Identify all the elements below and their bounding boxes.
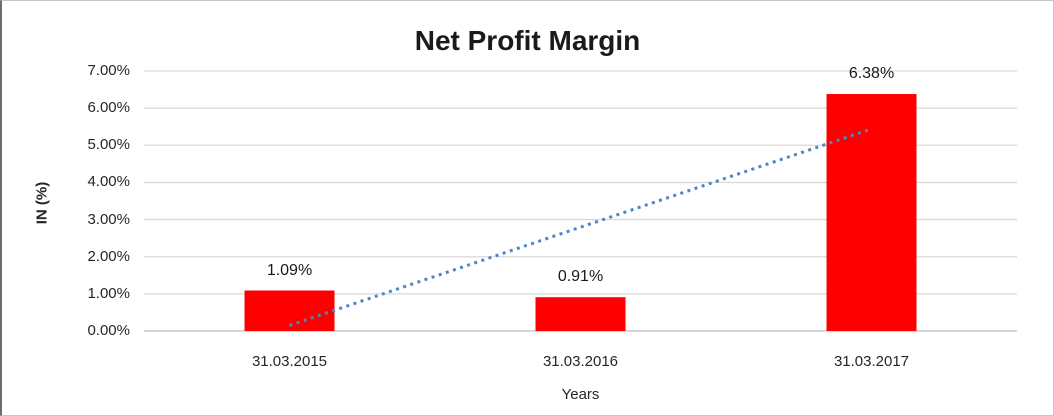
y-tick-label: 1.00% [87,284,130,302]
x-tick-label: 31.03.2015 [251,353,328,370]
x-axis-title[interactable]: Years [561,386,600,403]
y-tick-label: 6.00% [87,99,130,117]
bar-31.03.2017[interactable] [826,94,917,332]
x-tick-label: 31.03.2016 [542,353,619,370]
bar-data-label: 0.91% [557,268,604,286]
bar-data-label: 6.38% [848,65,895,83]
y-tick-label: 4.00% [87,173,130,191]
y-tick-label: 3.00% [87,210,130,228]
y-tick-label: 2.00% [87,247,130,265]
bar-data-label: 1.09% [266,261,313,279]
trendline[interactable] [289,127,872,327]
y-tick-label: 5.00% [87,136,130,154]
bar-31.03.2016[interactable] [535,297,626,331]
y-tick-label: 7.00% [87,62,130,79]
y-tick-label: 0.00% [87,322,130,339]
x-tick-label: 31.03.2017 [833,353,910,370]
chart-title[interactable]: Net Profit Margin [414,25,641,56]
